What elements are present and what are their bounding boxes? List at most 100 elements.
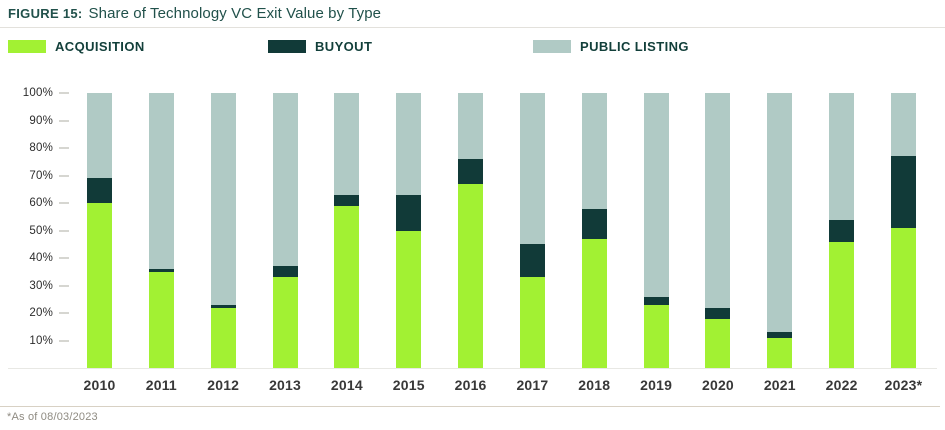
bar-segment-buyout bbox=[829, 219, 855, 242]
bar-segment-buyout bbox=[767, 332, 793, 338]
public-listing-swatch-icon bbox=[533, 40, 571, 53]
bar-segment-buyout bbox=[705, 307, 731, 319]
stacked-bar-2016 bbox=[458, 93, 484, 368]
bar-segment-public-listing bbox=[519, 93, 545, 245]
x-tick-label: 2011 bbox=[145, 377, 177, 393]
bar-segment-buyout bbox=[890, 156, 916, 228]
x-tick-label: 2019 bbox=[640, 377, 673, 393]
y-tick-label: 60% bbox=[29, 197, 53, 209]
bar-segment-buyout bbox=[210, 304, 236, 308]
y-tick-mark bbox=[59, 147, 69, 149]
y-tick-label: 20% bbox=[29, 307, 53, 319]
bar-segment-acquisition bbox=[519, 277, 545, 368]
footnote: *As of 08/03/2023 bbox=[7, 411, 98, 423]
footer-divider bbox=[0, 406, 940, 407]
y-tick-label: 10% bbox=[29, 334, 53, 347]
legend-item-public-listing: PUBLIC LISTING bbox=[533, 39, 689, 54]
stacked-bar-2013 bbox=[272, 93, 298, 368]
y-tick-mark bbox=[59, 257, 69, 259]
y-tick-mark bbox=[59, 202, 69, 204]
stacked-bar-2021 bbox=[767, 93, 793, 368]
bar-segment-buyout bbox=[272, 266, 298, 278]
bar-segment-public-listing bbox=[272, 93, 298, 267]
bar-segment-acquisition bbox=[643, 304, 669, 368]
bar-segment-public-listing bbox=[210, 93, 236, 305]
x-tick-label-cell: 2021 bbox=[764, 377, 796, 393]
y-tick-label: 50% bbox=[29, 224, 53, 237]
x-tick-label: 2018 bbox=[578, 377, 611, 393]
bar-segment-acquisition bbox=[148, 271, 174, 368]
bar-segment-buyout bbox=[643, 296, 669, 305]
bar-segment-acquisition bbox=[272, 277, 298, 368]
stacked-bar-2018 bbox=[581, 93, 607, 368]
stacked-bar-2012 bbox=[210, 93, 236, 368]
bar-segment-buyout bbox=[396, 194, 422, 231]
bar-segment-acquisition bbox=[334, 205, 360, 368]
x-tick-label-cell: 2010 bbox=[84, 377, 116, 393]
bar-segment-acquisition bbox=[458, 183, 484, 368]
y-tick-label: 40% bbox=[29, 252, 53, 264]
legend-label-buyout: BUYOUT bbox=[315, 39, 373, 54]
bar-segment-buyout bbox=[334, 194, 360, 206]
legend-item-acquisition: ACQUISITION bbox=[8, 39, 145, 54]
bar-segment-acquisition bbox=[87, 203, 112, 368]
bar-segment-acquisition bbox=[210, 307, 236, 368]
bar-segment-public-listing bbox=[581, 93, 607, 209]
stacked-bar-2022 bbox=[829, 93, 855, 368]
bar-segment-acquisition bbox=[705, 318, 731, 368]
bar-segment-acquisition bbox=[890, 227, 916, 368]
x-tick-label: 2017 bbox=[516, 377, 549, 393]
y-tick-label: 100% bbox=[22, 87, 53, 99]
y-tick-mark bbox=[59, 312, 69, 314]
x-tick-label-cell: 2020 bbox=[702, 377, 734, 393]
y-tick-mark bbox=[59, 339, 69, 342]
y-tick-mark bbox=[59, 284, 69, 287]
y-tick-mark bbox=[59, 92, 69, 94]
x-axis-labels: 2010 2011 2012 2013 2014 2015 2016 2017 2018 2019… bbox=[84, 377, 923, 393]
x-tick-label-cell: 2012 bbox=[207, 377, 239, 393]
y-tick-mark bbox=[59, 229, 69, 232]
bar-segment-public-listing bbox=[148, 93, 174, 269]
x-tick-label: 2015 bbox=[392, 377, 425, 393]
buyout-swatch-icon bbox=[268, 40, 306, 53]
x-tick-label-cell: 2013 bbox=[269, 377, 301, 393]
x-tick-label-cell: 2019 bbox=[640, 377, 672, 393]
stacked-bar-2019 bbox=[643, 93, 669, 368]
x-tick-label: 2022 bbox=[825, 377, 858, 393]
bar-segment-acquisition bbox=[581, 238, 607, 368]
x-tick-label: 2012 bbox=[207, 377, 240, 393]
x-axis-baseline bbox=[8, 368, 937, 369]
bars-area bbox=[87, 93, 916, 368]
y-tick-label: 80% bbox=[29, 142, 53, 154]
bar-segment-public-listing bbox=[767, 93, 793, 333]
x-tick-label-cell: 2022 bbox=[826, 377, 858, 393]
x-tick-label-cell: 2017 bbox=[516, 377, 548, 393]
bar-segment-public-listing bbox=[643, 93, 669, 297]
stacked-bar-2020 bbox=[705, 93, 731, 368]
bar-segment-acquisition bbox=[396, 230, 422, 368]
bar-segment-buyout bbox=[458, 159, 484, 184]
x-tick-label-cell: 2014 bbox=[331, 377, 363, 393]
x-tick-label-cell: 2018 bbox=[578, 377, 610, 393]
bar-segment-public-listing bbox=[829, 93, 855, 220]
bar-segment-buyout bbox=[519, 244, 545, 278]
legend-label-acquisition: ACQUISITION bbox=[55, 39, 145, 54]
x-tick-label: 2020 bbox=[701, 377, 734, 393]
x-tick-label-cell: 2015 bbox=[393, 377, 425, 393]
stacked-bar-2023 bbox=[890, 93, 916, 368]
bar-segment-public-listing bbox=[87, 93, 112, 179]
figure-title-line: FIGURE 15: Share of Technology VC Exit Va… bbox=[8, 5, 381, 23]
x-tick-label-cell: 2023* bbox=[885, 377, 922, 393]
bar-segment-buyout bbox=[581, 208, 607, 239]
bar-segment-public-listing bbox=[458, 93, 484, 159]
figure-header: FIGURE 15: Share of Technology VC Exit Va… bbox=[0, 0, 945, 28]
bar-segment-public-listing bbox=[705, 93, 731, 308]
stacked-bar-2017 bbox=[519, 93, 545, 368]
y-tick-label: 30% bbox=[29, 279, 53, 292]
x-tick-label: 2010 bbox=[83, 377, 116, 393]
y-tick-label: 70% bbox=[29, 169, 53, 182]
figure-number-label: FIGURE 15: bbox=[8, 6, 83, 21]
bar-segment-public-listing bbox=[334, 93, 360, 195]
x-tick-label: 2016 bbox=[454, 377, 487, 393]
